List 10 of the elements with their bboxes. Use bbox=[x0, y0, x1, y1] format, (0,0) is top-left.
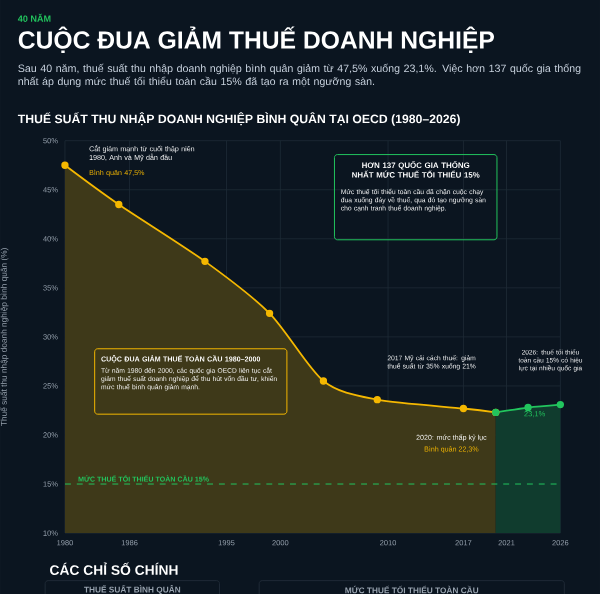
point bbox=[524, 403, 532, 411]
point bbox=[373, 395, 381, 404]
point bbox=[201, 257, 209, 265]
point bbox=[115, 200, 123, 208]
point bbox=[556, 400, 565, 408]
point bbox=[459, 404, 468, 412]
chart-title: CUỘC ĐUA GIẢM THUẾ DOANH NGHIỆP bbox=[18, 26, 495, 53]
point bbox=[61, 161, 69, 169]
point bbox=[265, 309, 274, 317]
point bbox=[319, 377, 328, 385]
